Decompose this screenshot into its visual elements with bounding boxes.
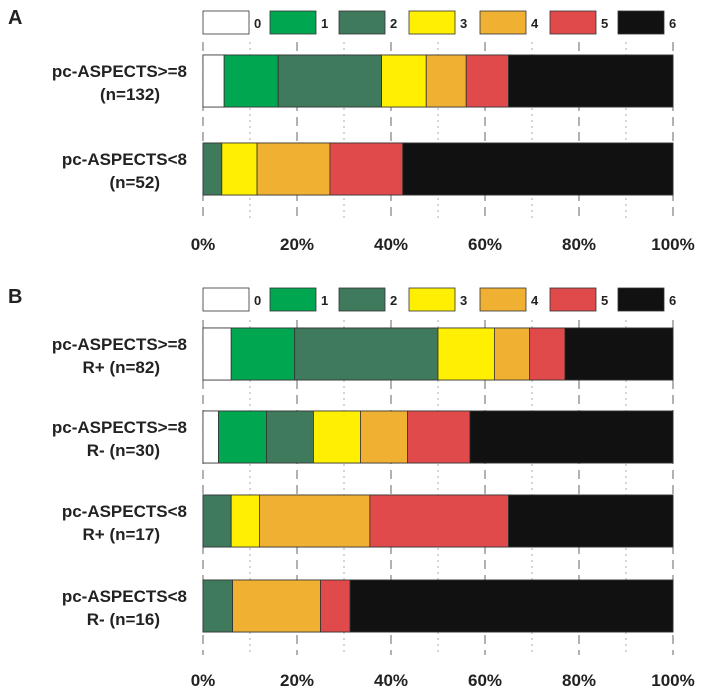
panel-a-xtick-label-1: 20%	[280, 235, 314, 254]
panel-a-legend-label-6: 6	[669, 16, 676, 31]
panel-b-row-label-2-line1: pc-ASPECTS<8	[62, 502, 187, 521]
panel-b-xtick-label-3: 60%	[468, 671, 502, 690]
panel-a-row-label-1-line2: (n=52)	[109, 173, 160, 192]
panel-a-bar-0-segment-2	[277, 54, 383, 108]
panel-b-bar-0-segment-6	[564, 327, 674, 381]
panel-b-row-label-0-line1: pc-ASPECTS>=8	[52, 335, 187, 354]
panel-b-legend-label-6: 6	[669, 293, 676, 308]
panel-a-bar-0-segment-4	[425, 54, 467, 108]
panel-a-bar-0-segment-1	[223, 54, 279, 108]
panel-b-xtick-label-0: 0%	[191, 671, 216, 690]
panel-b-bar-2-segment-4	[258, 494, 371, 548]
panel-a-legend-label-0: 0	[254, 16, 261, 31]
panel-b-row-label-3-line2: R- (n=16)	[87, 610, 160, 629]
panel-b-bar-3-segment-4	[232, 579, 321, 633]
panel-b-legend-swatch-1	[269, 287, 317, 312]
panel-a-bar-1-segment-6	[402, 142, 674, 196]
panel-b-bar-2-segment-3	[230, 494, 260, 548]
panel-b-legend-swatch-3	[408, 287, 456, 312]
panel-a-legend-swatch-1	[269, 10, 317, 35]
panel-b-legend-swatch-2	[338, 287, 386, 312]
panel-a-xtick-label-4: 80%	[562, 235, 596, 254]
panel-b-bar-1-segment-5	[407, 410, 471, 464]
panel-a-legend-swatch-6	[617, 10, 665, 35]
panel-a-row-label-0-line2: (n=132)	[100, 85, 160, 104]
panel-b-legend-label-4: 4	[531, 293, 539, 308]
panel-b-bar-0-segment-5	[529, 327, 566, 381]
panel-b-bar-2-segment-6	[508, 494, 674, 548]
panel-b-bar-0-segment-4	[493, 327, 531, 381]
panel-b-bar-1-segment-2	[266, 410, 314, 464]
panel-b-xtick-label-2: 40%	[374, 671, 408, 690]
panel-a-xtick-label-3: 60%	[468, 235, 502, 254]
panel-b-bar-1-segment-6	[469, 410, 674, 464]
panel-a-bar-1-segment-3	[221, 142, 258, 196]
panel-b-legend-label-5: 5	[601, 293, 608, 308]
panel-b-letter: B	[8, 286, 22, 308]
panel-b-bar-0-segment-1	[230, 327, 296, 381]
panel-a-legend-label-2: 2	[390, 16, 397, 31]
panel-a-xtick-label-5: 100%	[651, 235, 694, 254]
panel-b-legend-swatch-4	[479, 287, 527, 312]
panel-b-row-label-1-line2: R- (n=30)	[87, 441, 160, 460]
panel-b-row-label-2-line2: R+ (n=17)	[83, 525, 160, 544]
panel-b-bar-0-segment-3	[437, 327, 495, 381]
panel-a-xtick-label-2: 40%	[374, 235, 408, 254]
panel-b-bar-0-segment-0	[202, 327, 232, 381]
panel-a-letter: A	[8, 7, 22, 29]
panel-a-row-label-1-line1: pc-ASPECTS<8	[62, 150, 187, 169]
panel-b-legend-swatch-0	[202, 287, 250, 312]
panel-b-xtick-label-4: 80%	[562, 671, 596, 690]
panel-b-bar-3-segment-5	[320, 579, 351, 633]
panel-b-row-label-0-line2: R+ (n=82)	[83, 358, 160, 377]
panel-a-legend-label-4: 4	[531, 16, 539, 31]
panel-b-legend-label-3: 3	[460, 293, 467, 308]
panel-b-bar-2-segment-5	[369, 494, 509, 548]
panel-b-legend-swatch-5	[549, 287, 597, 312]
panel-a-bar-0-segment-6	[508, 54, 674, 108]
panel-b-bar-3-segment-2	[202, 579, 234, 633]
panel-b-row-label-3-line1: pc-ASPECTS<8	[62, 587, 187, 606]
panel-b-legend-label-2: 2	[390, 293, 397, 308]
panel-a-legend-swatch-2	[338, 10, 386, 35]
panel-b-xtick-label-5: 100%	[651, 671, 694, 690]
panel-b-bar-3-segment-6	[349, 579, 674, 633]
panel-b-bar-2-segment-2	[202, 494, 232, 548]
panel-b-bar-0-segment-2	[294, 327, 439, 381]
panel-a-legend-swatch-0	[202, 10, 250, 35]
panel-a-legend-label-3: 3	[460, 16, 467, 31]
panel-a-bar-0-segment-3	[381, 54, 427, 108]
panel-a-bar-0-segment-0	[202, 54, 225, 108]
panel-b-bar-1-segment-4	[360, 410, 408, 464]
panel-b-bar-1-segment-0	[202, 410, 219, 464]
panel-a-bar-1-segment-2	[202, 142, 223, 196]
panel-b-row-label-1-line1: pc-ASPECTS>=8	[52, 418, 187, 437]
panel-a-bar-0-segment-5	[465, 54, 509, 108]
panel-a-legend-swatch-5	[549, 10, 597, 35]
panel-a-bar-1-segment-4	[256, 142, 331, 196]
panel-b-legend-swatch-6	[617, 287, 665, 312]
panel-a-legend-label-5: 5	[601, 16, 608, 31]
panel-a-legend-label-1: 1	[321, 16, 328, 31]
panel-b-legend-label-1: 1	[321, 293, 328, 308]
panel-b-bar-1-segment-1	[218, 410, 267, 464]
panel-a-legend-swatch-4	[479, 10, 527, 35]
panel-a-row-label-0-line1: pc-ASPECTS>=8	[52, 62, 187, 81]
panel-a-xtick-label-0: 0%	[191, 235, 216, 254]
panel-a-legend-swatch-3	[408, 10, 456, 35]
panel-b-xtick-label-1: 20%	[280, 671, 314, 690]
panel-a-bar-1-segment-5	[329, 142, 404, 196]
panel-b-legend-label-0: 0	[254, 293, 261, 308]
panel-b-bar-1-segment-3	[313, 410, 361, 464]
